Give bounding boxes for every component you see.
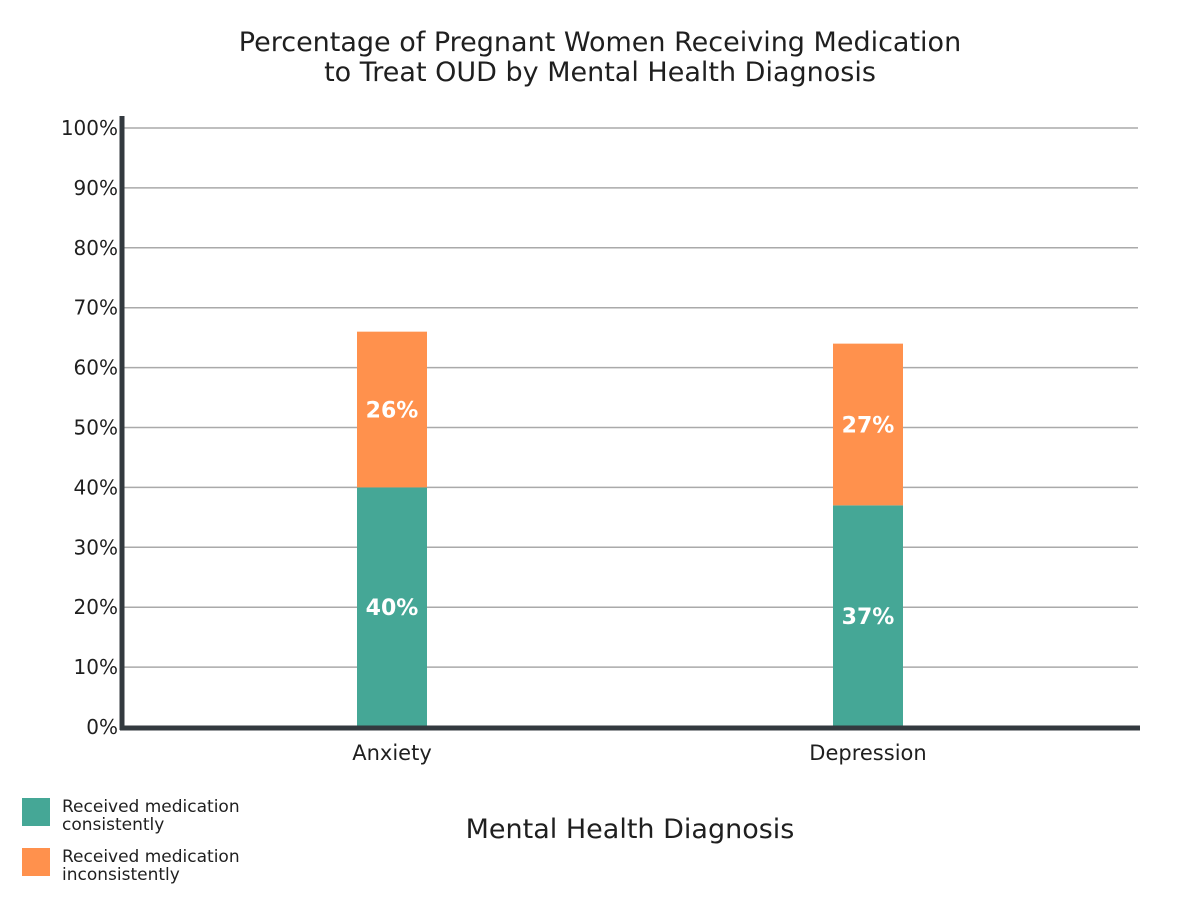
legend-label-inconsistent: Received medication inconsistently: [62, 848, 302, 884]
chart-title-line-2: to Treat OUD by Mental Health Diagnosis: [324, 57, 876, 88]
x-tick-label-anxiety: Anxiety: [352, 741, 432, 765]
y-tick-label-90: 90%: [74, 176, 118, 200]
data-label-anxiety-inconsistent: 26%: [366, 399, 419, 424]
x-tick-label-depression: Depression: [809, 741, 926, 765]
legend-label-consistent-line-1: Received medication: [62, 797, 240, 817]
y-tick-label-70: 70%: [74, 296, 118, 320]
chart-title: Percentage of Pregnant Women Receiving M…: [0, 28, 1200, 88]
legend-label-consistent-line-2: consistently: [62, 815, 165, 835]
bar-anxiety-inconsistent: [357, 331, 427, 488]
legend-swatch-inconsistent: [22, 848, 50, 876]
y-tick-label-40: 40%: [74, 475, 118, 499]
bar-depression-consistent: [833, 505, 903, 727]
legend-label-inconsistent-line-2: inconsistently: [62, 865, 180, 885]
y-tick-label-10: 10%: [74, 655, 118, 679]
chart-title-line-1: Percentage of Pregnant Women Receiving M…: [238, 27, 962, 58]
y-tick-label-30: 30%: [74, 535, 118, 559]
bar-anxiety-consistent: [357, 487, 427, 727]
y-tick-label-60: 60%: [74, 356, 118, 380]
legend-swatch-consistent: [22, 798, 50, 826]
legend-label-consistent: Received medication consistently: [62, 798, 302, 834]
data-label-depression-inconsistent: 27%: [842, 414, 895, 439]
bar-depression-inconsistent: [833, 343, 903, 506]
x-axis-title: Mental Health Diagnosis: [465, 814, 795, 845]
y-tick-label-20: 20%: [74, 595, 118, 619]
y-tick-label-0: 0%: [86, 715, 118, 739]
y-tick-label-80: 80%: [74, 236, 118, 260]
data-label-depression-consistent: 37%: [842, 605, 895, 630]
y-tick-label-50: 50%: [74, 416, 118, 440]
y-tick-label-100: 100%: [61, 116, 118, 140]
data-label-anxiety-consistent: 40%: [366, 596, 419, 621]
legend-label-inconsistent-line-1: Received medication: [62, 847, 240, 867]
